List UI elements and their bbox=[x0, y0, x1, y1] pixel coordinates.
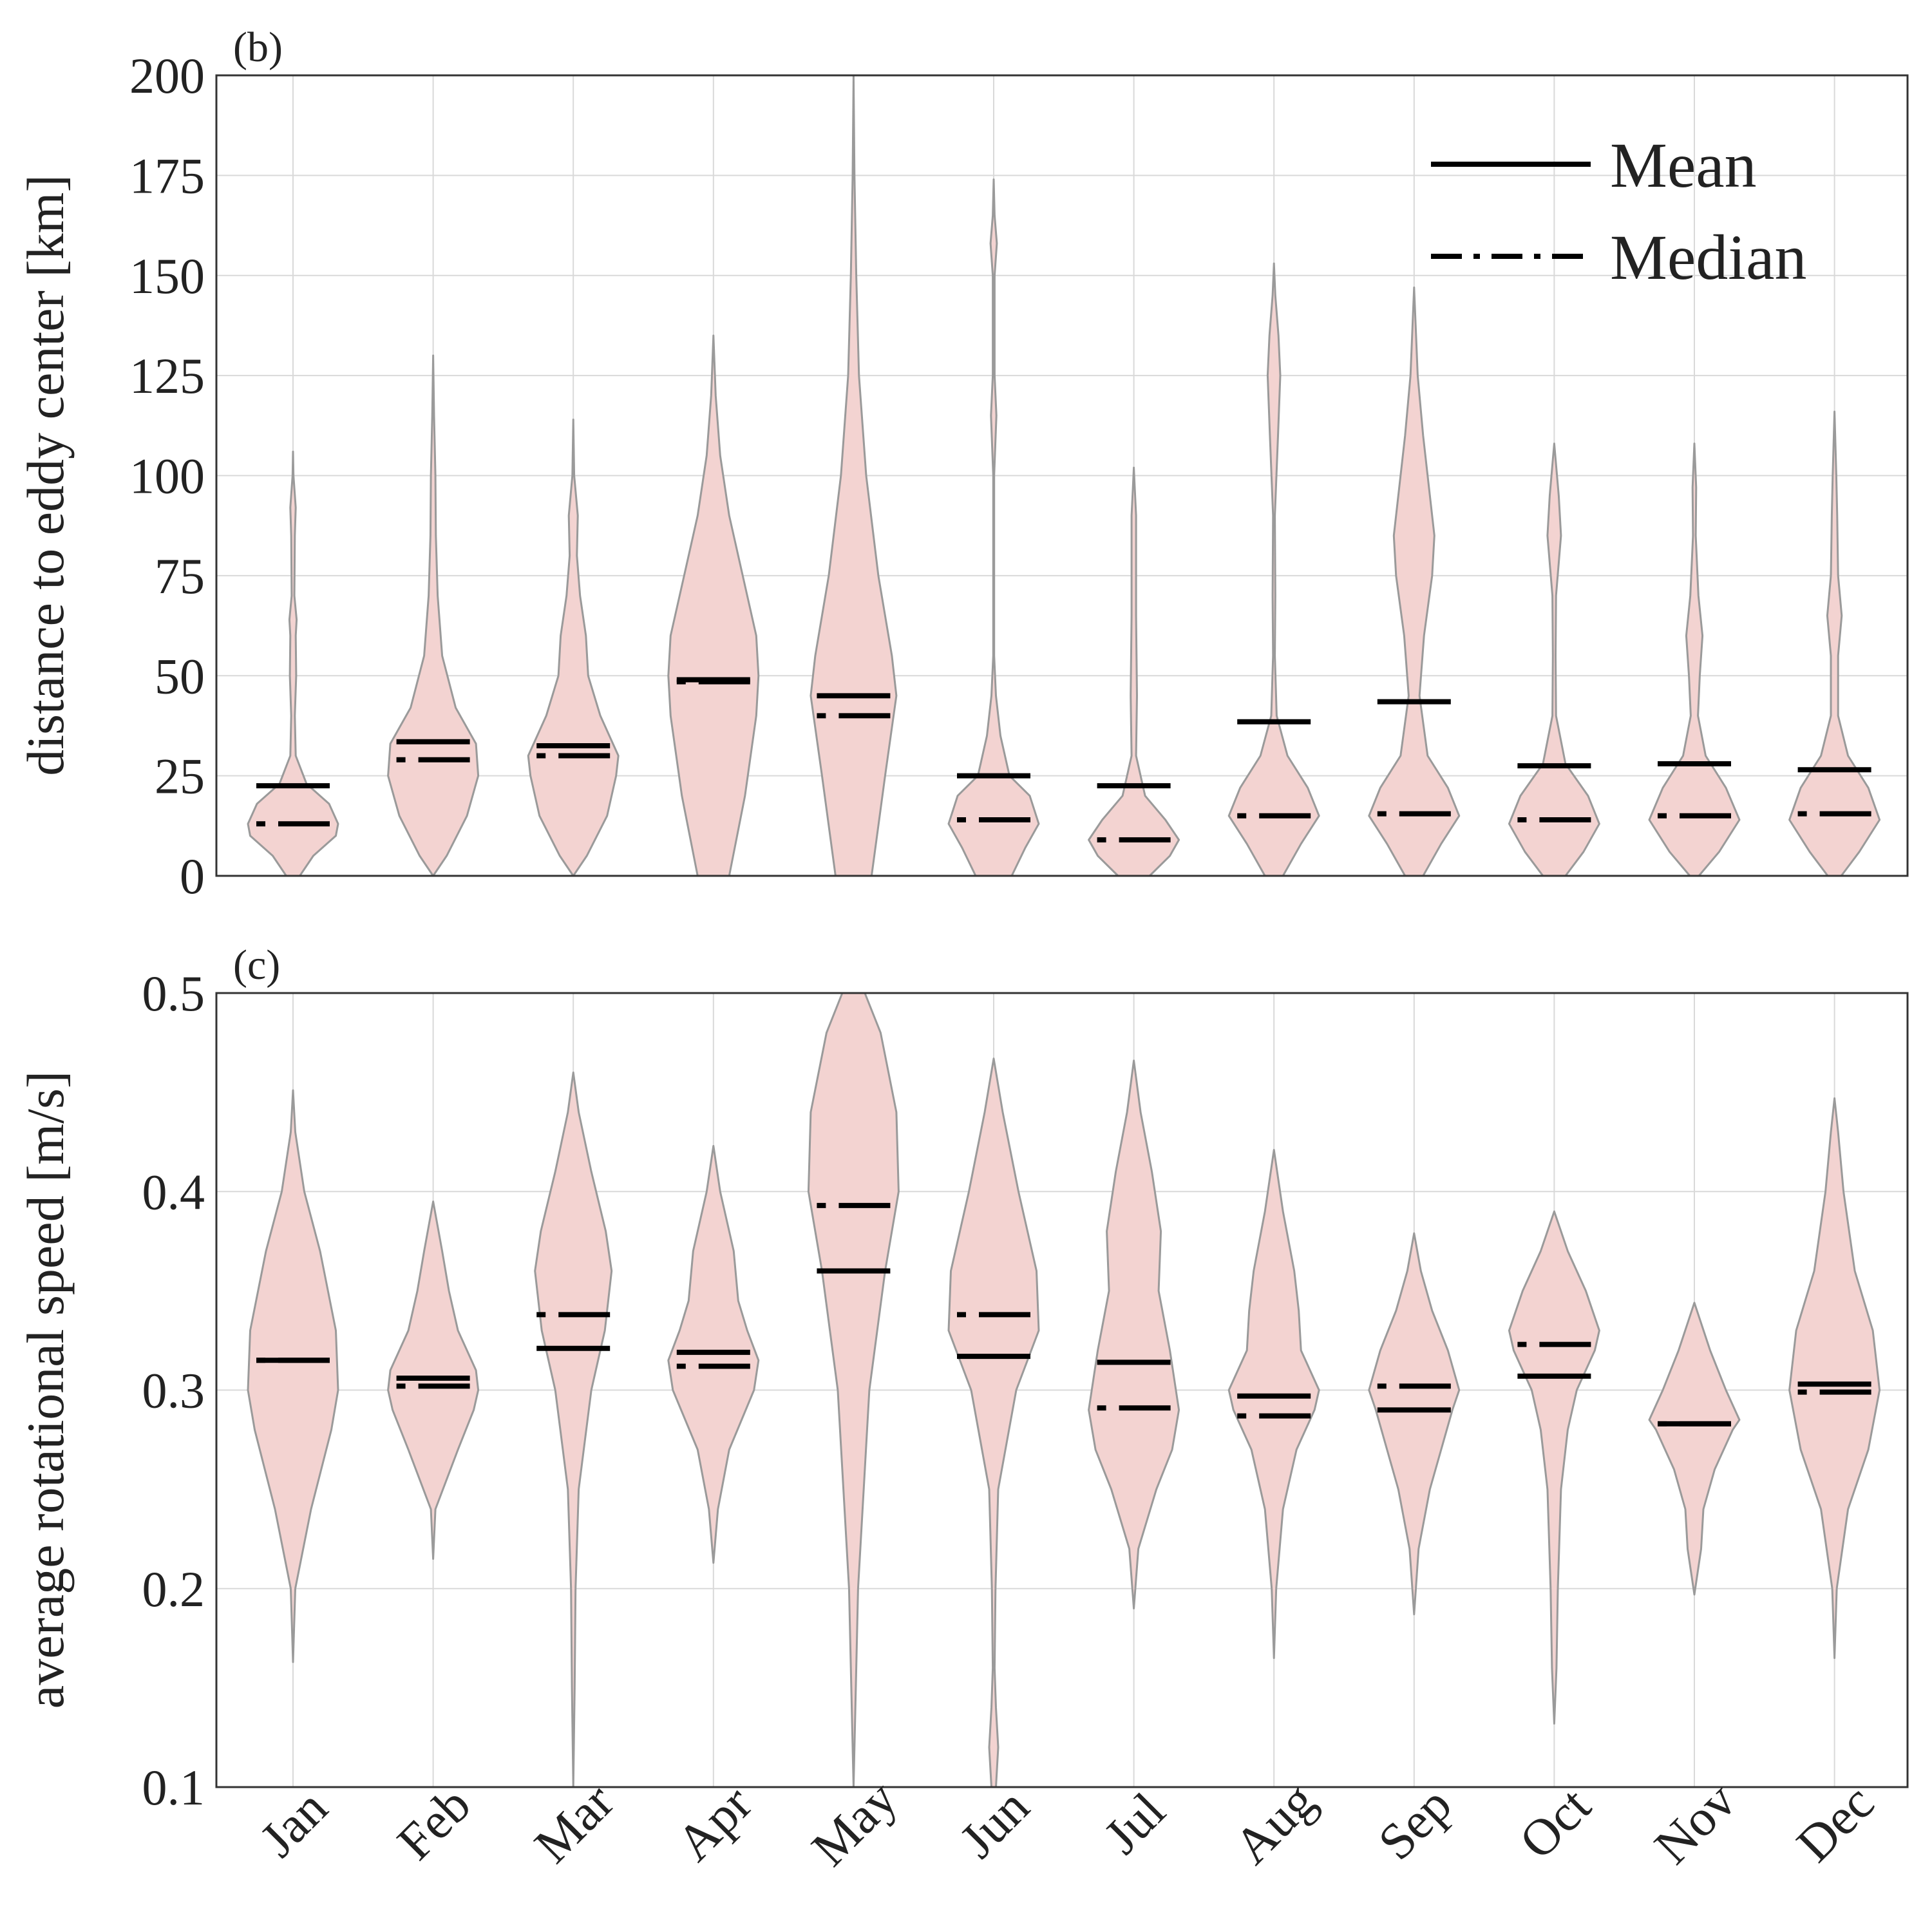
violin-jun bbox=[947, 1057, 1040, 1788]
y-tick-label: 150 bbox=[129, 248, 205, 304]
x-tick-label-oct: Oct bbox=[1509, 1777, 1602, 1870]
panel-label-c: (c) bbox=[233, 942, 280, 989]
y-tick-label: 0.4 bbox=[142, 1164, 205, 1220]
y-tick-label: 0.1 bbox=[142, 1759, 205, 1815]
y-tick-label: 175 bbox=[129, 147, 205, 204]
y-tick-label: 0.2 bbox=[142, 1561, 205, 1617]
distance-panel: 0 25 50 75 100 125 150 175 200 distance to eddy … bbox=[16, 24, 1909, 904]
x-tick-label-dec: Dec bbox=[1786, 1774, 1885, 1873]
legend-mean-label: Mean bbox=[1610, 129, 1757, 201]
y-tick-label: 0.3 bbox=[142, 1363, 205, 1419]
violin-nov bbox=[1648, 1302, 1741, 1596]
x-tick-label-sep: Sep bbox=[1368, 1776, 1463, 1871]
violin-jan bbox=[247, 1089, 339, 1663]
violin-dec bbox=[1788, 410, 1881, 877]
violin-oct bbox=[1508, 442, 1600, 877]
y-axis-label-distance: distance to eddy center [km] bbox=[16, 175, 75, 776]
speed-panel: 0.1 0.2 0.3 0.4 0.5 average rotational speed… bbox=[16, 942, 1909, 1815]
violin-may bbox=[810, 74, 898, 877]
violin-jul bbox=[1088, 1059, 1180, 1610]
violin-mar bbox=[534, 1071, 613, 1788]
y-axis-label-speed: average rotational speed [m/s] bbox=[16, 1071, 75, 1709]
x-tick-label-apr: Apr bbox=[666, 1776, 762, 1872]
violin-mar bbox=[527, 419, 620, 877]
panel-label-b: (b) bbox=[233, 24, 283, 71]
violin-sep bbox=[1368, 1232, 1461, 1616]
y-tick-label: 0 bbox=[180, 848, 205, 904]
y-tick-label: 0.5 bbox=[142, 965, 205, 1021]
violin-aug bbox=[1227, 1149, 1320, 1660]
violin-nov bbox=[1648, 442, 1741, 877]
violin-sep bbox=[1368, 286, 1461, 877]
x-tick-label-jun: Jun bbox=[949, 1778, 1040, 1869]
violin-dec bbox=[1788, 1097, 1881, 1660]
legend-median-label: Median bbox=[1610, 222, 1806, 293]
violin-feb bbox=[387, 354, 480, 877]
x-tick-label-jan: Jan bbox=[250, 1779, 339, 1868]
violin-aug bbox=[1227, 262, 1320, 877]
violin-jun bbox=[947, 178, 1040, 877]
x-tick-label-jul: Jul bbox=[1094, 1782, 1176, 1864]
plot-frame-c bbox=[215, 992, 1909, 1788]
violin-apr bbox=[667, 334, 760, 877]
violin-jul bbox=[1088, 466, 1180, 877]
legend: Mean Median bbox=[1431, 129, 1806, 293]
y-tick-label: 100 bbox=[129, 448, 205, 504]
x-tick-label-feb: Feb bbox=[387, 1776, 482, 1871]
y-tick-label: 25 bbox=[155, 748, 205, 804]
violin-oct bbox=[1508, 1210, 1600, 1725]
y-tick-label: 75 bbox=[155, 548, 205, 604]
x-tick-label-mar: Mar bbox=[524, 1773, 625, 1873]
violin-jan bbox=[247, 450, 339, 877]
y-tick-label: 125 bbox=[129, 348, 205, 404]
plot-frame-b bbox=[215, 74, 1909, 877]
y-tick-label: 50 bbox=[155, 648, 205, 704]
y-tick-label: 200 bbox=[129, 48, 205, 104]
